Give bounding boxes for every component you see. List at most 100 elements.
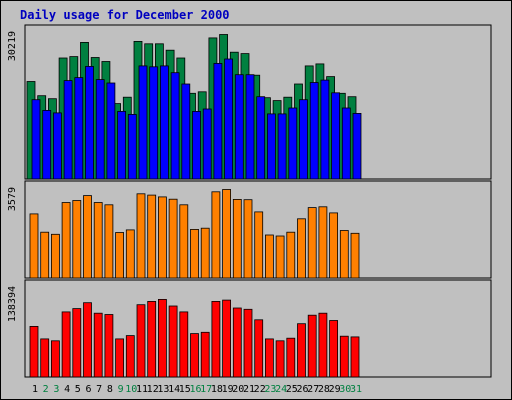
bar-bottom-s0-day-2 (40, 338, 50, 378)
bar-top-s1-day-14 (170, 72, 180, 180)
bar-top-s1-day-13 (159, 65, 169, 180)
bar-top-s1-day-24 (277, 113, 287, 180)
bar-top-s1-day-20 (234, 74, 244, 180)
bar-middle-s0-day-17 (200, 227, 210, 279)
bar-bottom-s0-day-1 (29, 325, 39, 378)
x-tick-label-day-9: 9 (118, 384, 124, 395)
bar-top-s1-day-31 (352, 113, 362, 180)
x-tick-label-day-2: 2 (43, 384, 49, 395)
x-tick-label-day-5: 5 (75, 384, 81, 395)
bar-top-s1-day-25 (288, 107, 298, 180)
x-tick-label-day-22: 22 (254, 384, 266, 395)
bar-middle-s0-day-27 (307, 207, 317, 279)
bar-middle-s0-day-18 (211, 191, 221, 279)
bar-bottom-s0-day-20 (232, 307, 242, 378)
x-tick-label-day-1: 1 (32, 384, 38, 395)
bar-bottom-s0-day-26 (297, 323, 306, 378)
bar-bottom-s0-day-4 (61, 311, 71, 378)
bar-top-s1-day-6 (85, 66, 94, 180)
x-tick-label-day-4: 4 (64, 384, 70, 395)
bar-middle-s0-day-3 (51, 233, 60, 279)
bar-bottom-s0-day-21 (243, 308, 253, 378)
bar-bottom-s0-day-17 (200, 331, 210, 378)
y-max-label-top: 30219 (7, 31, 18, 61)
bar-middle-s0-day-30 (339, 230, 349, 279)
bar-middle-s0-day-1 (29, 213, 39, 279)
bar-middle-s0-day-24 (275, 235, 285, 279)
bar-top-s1-day-15 (181, 83, 191, 180)
bar-middle-s0-day-23 (264, 234, 274, 279)
x-tick-label-day-26: 26 (296, 384, 308, 395)
bar-top-s1-day-12 (149, 66, 159, 180)
x-tick-label-day-13: 13 (157, 384, 169, 395)
bar-middle-s0-day-28 (318, 206, 328, 279)
bar-bottom-s0-day-13 (157, 298, 167, 378)
bar-top-s1-day-16 (192, 111, 201, 180)
bar-middle-s0-day-8 (104, 204, 114, 279)
bar-bottom-s0-day-24 (275, 340, 285, 378)
bar-top-s1-day-7 (95, 79, 105, 180)
x-tick-label-day-12: 12 (147, 384, 159, 395)
bar-bottom-s0-day-3 (51, 340, 60, 378)
bar-top-s1-day-27 (309, 82, 319, 180)
bar-bottom-s0-day-5 (72, 308, 82, 378)
bar-bottom-s0-day-16 (190, 333, 199, 378)
bar-top-s1-day-3 (53, 112, 62, 180)
bar-bottom-s0-day-27 (307, 314, 317, 378)
bar-bottom-s0-day-23 (264, 338, 274, 378)
x-tick-label-day-24: 24 (275, 384, 287, 395)
bar-middle-s0-day-22 (254, 211, 264, 279)
x-tick-label-day-31: 31 (350, 384, 362, 395)
bar-middle-s0-day-25 (286, 231, 296, 279)
x-tick-label-day-16: 16 (189, 384, 201, 395)
bar-bottom-s0-day-7 (93, 312, 103, 378)
x-tick-label-day-28: 28 (318, 384, 330, 395)
x-tick-label-day-30: 30 (339, 384, 351, 395)
bar-middle-s0-day-13 (157, 196, 167, 279)
bar-bottom-s0-day-28 (318, 312, 328, 378)
bar-top-s1-day-11 (138, 65, 148, 180)
x-tick-label-day-21: 21 (243, 384, 255, 395)
x-tick-label-day-25: 25 (286, 384, 298, 395)
bar-middle-s0-day-14 (168, 198, 178, 279)
bar-top-s1-day-4 (63, 80, 73, 180)
bar-bottom-s0-day-15 (179, 311, 189, 378)
bar-bottom-s0-day-8 (104, 314, 114, 378)
x-tick-label-day-18: 18 (211, 384, 223, 395)
bar-top-s1-day-29 (331, 92, 341, 180)
x-tick-label-day-11: 11 (136, 384, 148, 395)
bar-bottom-s0-day-19 (222, 299, 232, 378)
bar-middle-s0-day-21 (243, 199, 253, 279)
x-tick-label-day-10: 10 (125, 384, 137, 395)
bar-bottom-s0-day-22 (254, 319, 264, 378)
bar-top-s1-day-30 (341, 107, 351, 180)
bar-bottom-s0-day-29 (329, 320, 339, 378)
bar-middle-s0-day-16 (190, 228, 199, 279)
bar-bottom-s0-day-6 (83, 302, 92, 378)
chart-title: Daily usage for December 2000 (20, 8, 230, 22)
bar-middle-s0-day-19 (222, 189, 232, 279)
bar-bottom-s0-day-9 (115, 338, 124, 378)
bar-middle-s0-day-4 (61, 202, 71, 279)
bar-bottom-s0-day-30 (339, 335, 349, 378)
bar-bottom-s0-day-12 (147, 300, 157, 378)
bar-top-s1-day-1 (31, 99, 41, 180)
bar-bottom-s0-day-25 (286, 337, 296, 378)
bar-middle-s0-day-20 (232, 198, 242, 279)
x-tick-label-day-20: 20 (232, 384, 244, 395)
bar-bottom-s0-day-18 (211, 300, 221, 378)
bar-middle-s0-day-11 (136, 193, 146, 279)
bar-bottom-s0-day-11 (136, 304, 146, 378)
bar-middle-s0-day-5 (72, 200, 82, 279)
x-tick-label-day-17: 17 (200, 384, 212, 395)
x-tick-label-day-29: 29 (329, 384, 341, 395)
x-tick-label-day-15: 15 (179, 384, 191, 395)
bar-top-s1-day-9 (117, 111, 126, 180)
bar-middle-s0-day-9 (115, 232, 124, 279)
bar-top-s1-day-17 (202, 108, 212, 180)
y-max-label-bottom: 138394 (7, 286, 18, 322)
bar-middle-s0-day-6 (83, 195, 92, 279)
x-tick-label-day-6: 6 (85, 384, 91, 395)
y-max-label-middle: 3579 (7, 187, 18, 211)
